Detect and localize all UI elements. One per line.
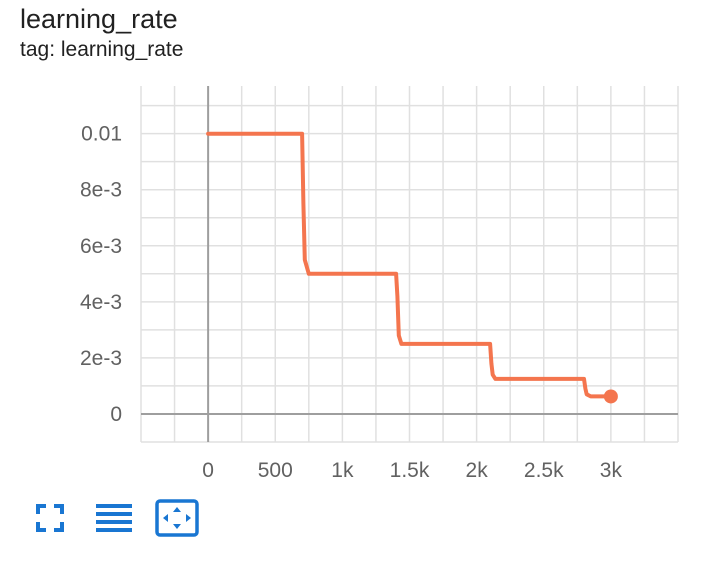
y-tick-label: 4e-3 (80, 291, 122, 314)
chart-grid (140, 86, 679, 443)
chart-axes (141, 86, 678, 442)
fit-domain-button[interactable] (154, 498, 199, 538)
list-icon (96, 504, 132, 532)
x-tick-label: 0 (202, 459, 214, 482)
x-tick-label: 1.5k (390, 459, 430, 482)
x-tick-label: 1k (331, 459, 354, 482)
x-tick-label: 2k (466, 459, 489, 482)
card-title: learning_rate (20, 4, 178, 34)
y-tick-label: 2e-3 (80, 347, 122, 370)
y-tick-label: 0.01 (81, 123, 122, 146)
y-tick-label: 8e-3 (80, 179, 122, 202)
toggle-y-log-button[interactable] (94, 498, 134, 538)
chart-tick-labels: 0 2e-3 4e-3 6e-3 8e-3 0.01 0 500 1k 1.5k 2k 2.5k 3k (80, 123, 622, 482)
x-tick-label: 3k (600, 459, 623, 482)
series-line (206, 131, 613, 399)
fullscreen-icon (36, 504, 64, 532)
card-tag: tag: learning_rate (20, 38, 184, 61)
fit-domain-icon (155, 499, 199, 537)
fullscreen-button[interactable] (30, 498, 70, 538)
chart-series (206, 131, 618, 404)
x-tick-label: 2.5k (524, 459, 564, 482)
y-tick-label: 6e-3 (80, 235, 122, 258)
series-end-marker[interactable] (603, 389, 618, 404)
y-tick-label: 0 (110, 403, 122, 426)
x-tick-label: 500 (258, 459, 293, 482)
